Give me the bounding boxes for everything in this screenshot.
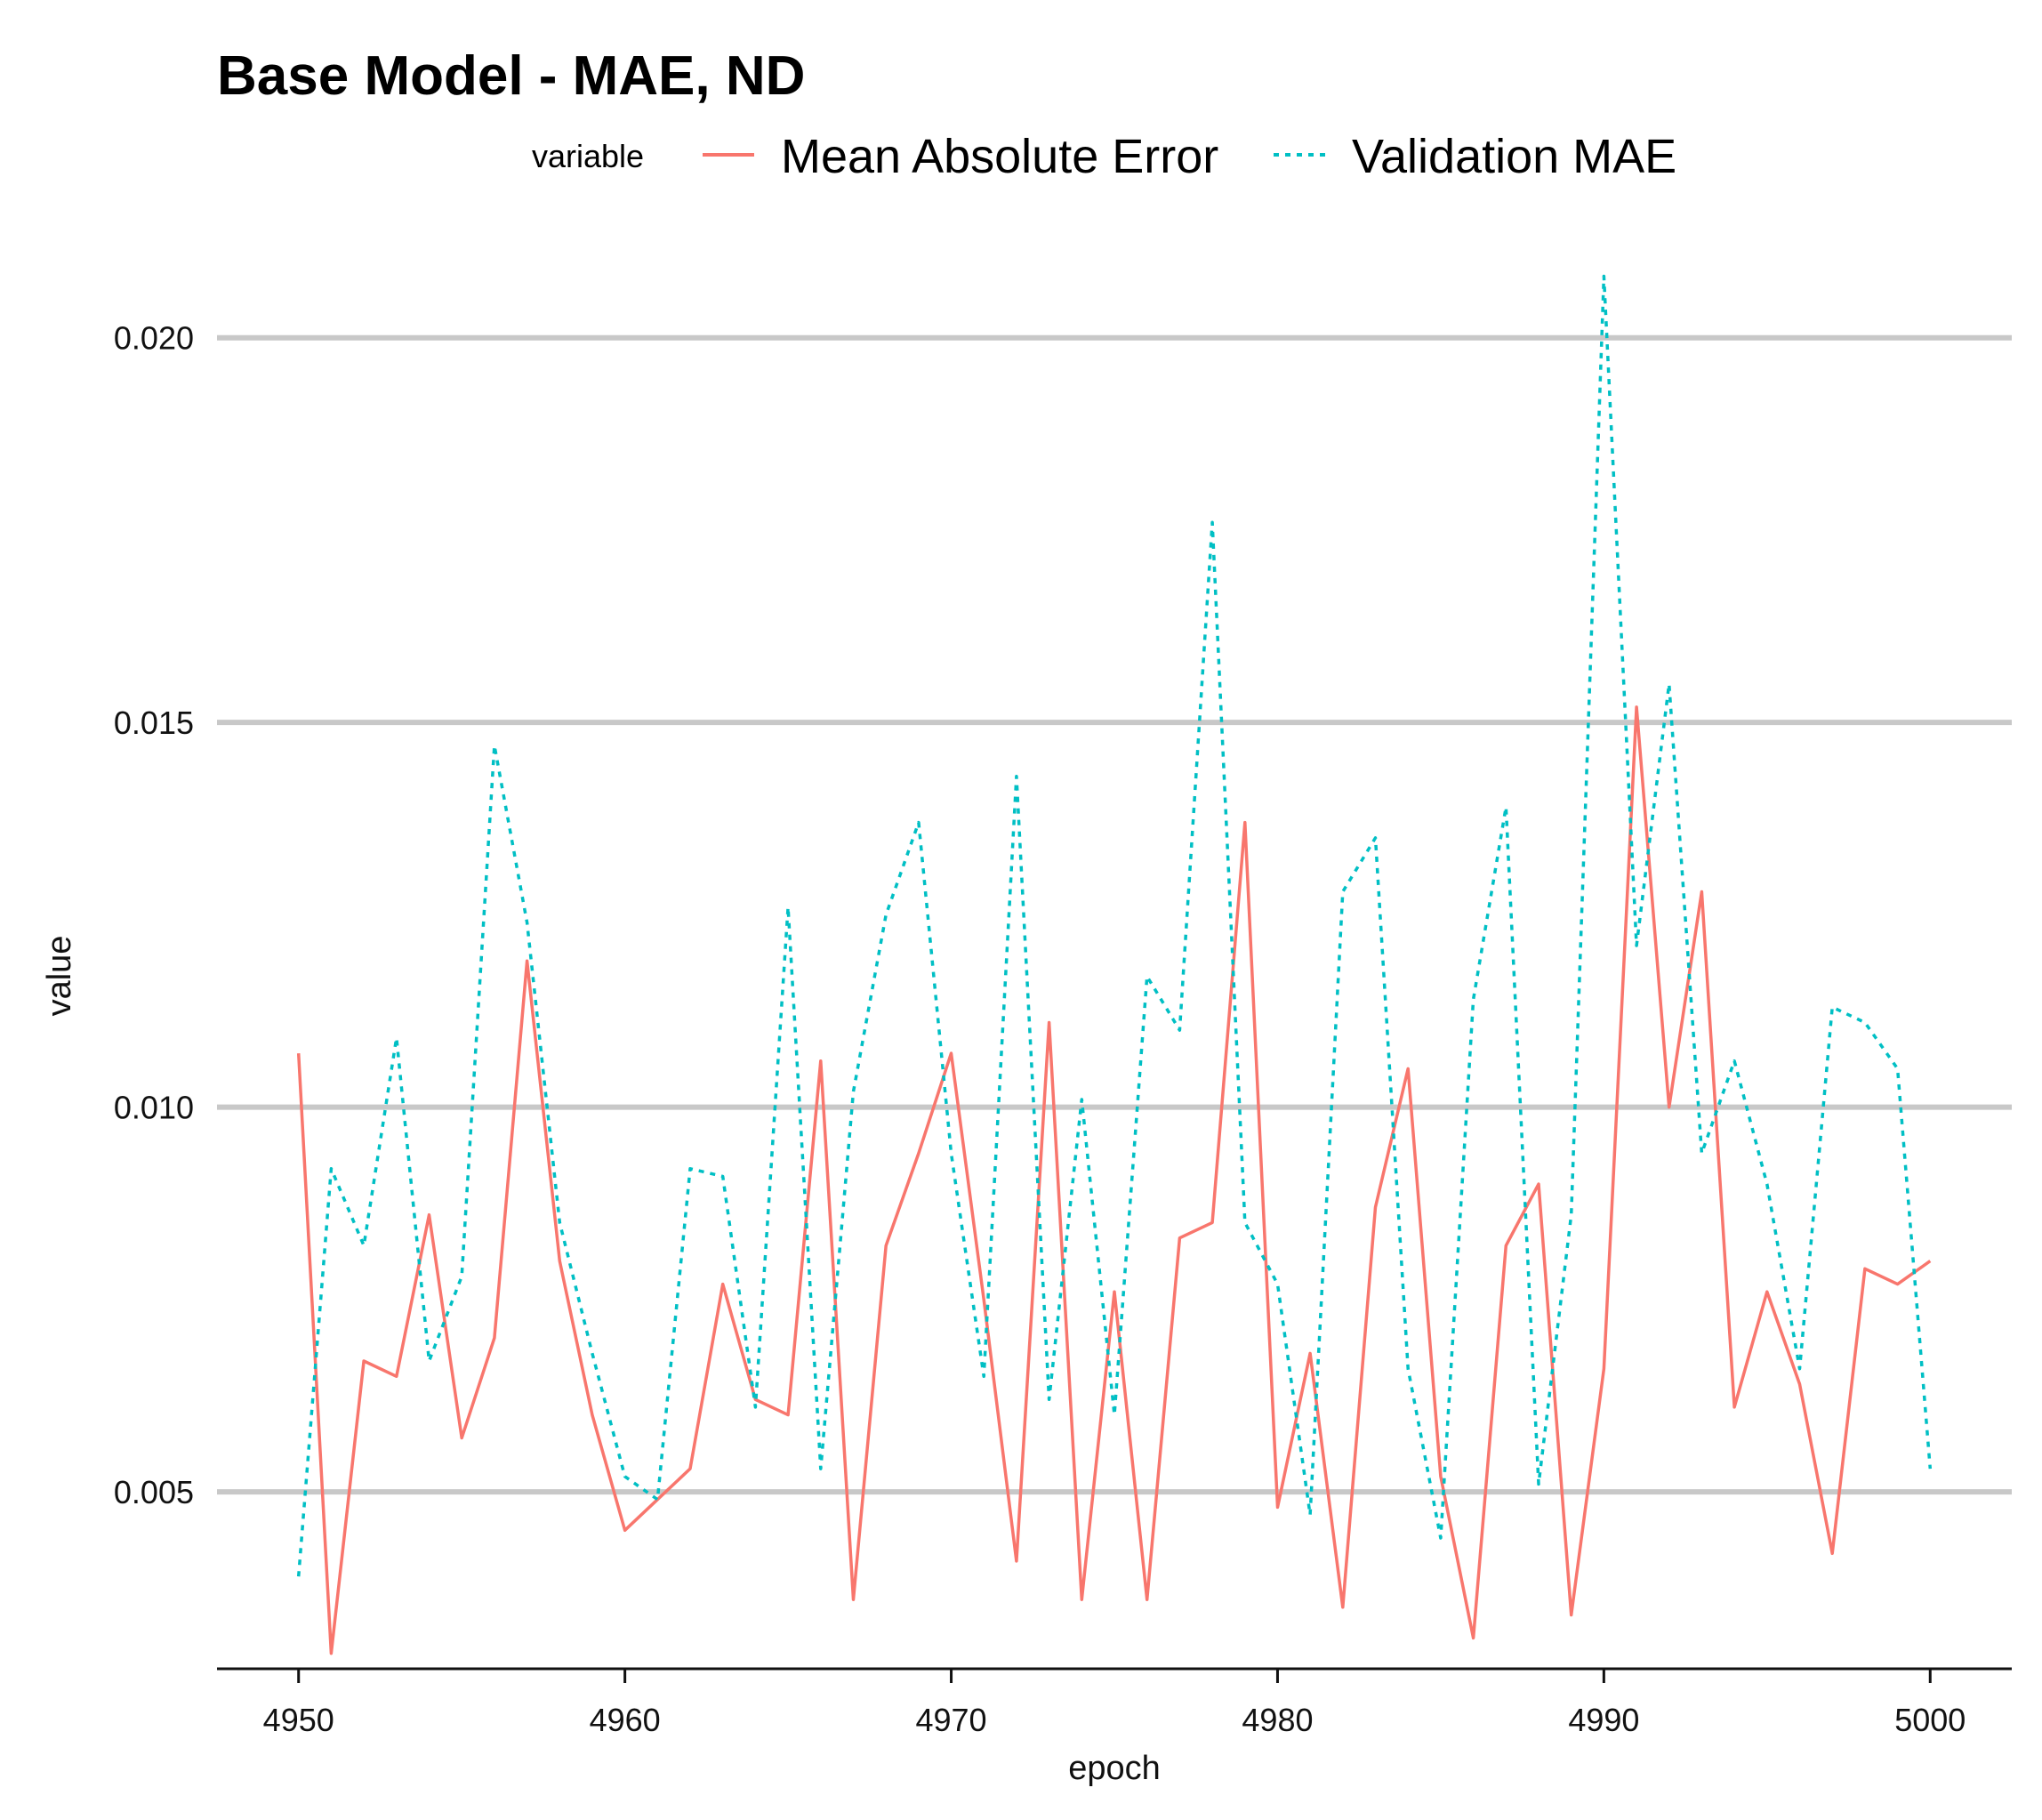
- x-tick-label: 4960: [590, 1702, 661, 1738]
- series-layer: [296, 274, 1933, 1655]
- y-tick-label: 0.005: [114, 1474, 194, 1510]
- legend-label-mean-absolute-error: Mean Absolute Error: [781, 130, 1218, 183]
- y-axis-ticks: 0.005 0.010 0.015 0.020: [114, 320, 194, 1510]
- y-tick-label: 0.020: [114, 320, 194, 357]
- series-line-validation-mae: [296, 274, 1933, 1577]
- y-tick-label: 0.015: [114, 705, 194, 741]
- y-tick-label: 0.010: [114, 1090, 194, 1126]
- x-tick-label: 4970: [915, 1702, 986, 1738]
- legend: variable Mean Absolute Error Validation …: [532, 130, 1676, 183]
- series-line-mean-absolute-error: [296, 705, 1932, 1655]
- legend-title: variable: [532, 138, 644, 174]
- x-tick-label: 4950: [263, 1702, 334, 1738]
- chart-title: Base Model - MAE, ND: [217, 45, 805, 107]
- gridlines: [217, 334, 2012, 1495]
- x-tick-label: 4980: [1242, 1702, 1313, 1738]
- y-axis-label: value: [41, 936, 78, 1017]
- x-tick-label: 4990: [1568, 1702, 1639, 1738]
- x-tick-label: 5000: [1894, 1702, 1966, 1738]
- legend-label-validation-mae: Validation MAE: [1352, 130, 1676, 183]
- x-axis-ticks: 4950 4960 4970 4980 4990 5000: [263, 1669, 1966, 1738]
- x-axis-label: epoch: [1068, 1750, 1161, 1787]
